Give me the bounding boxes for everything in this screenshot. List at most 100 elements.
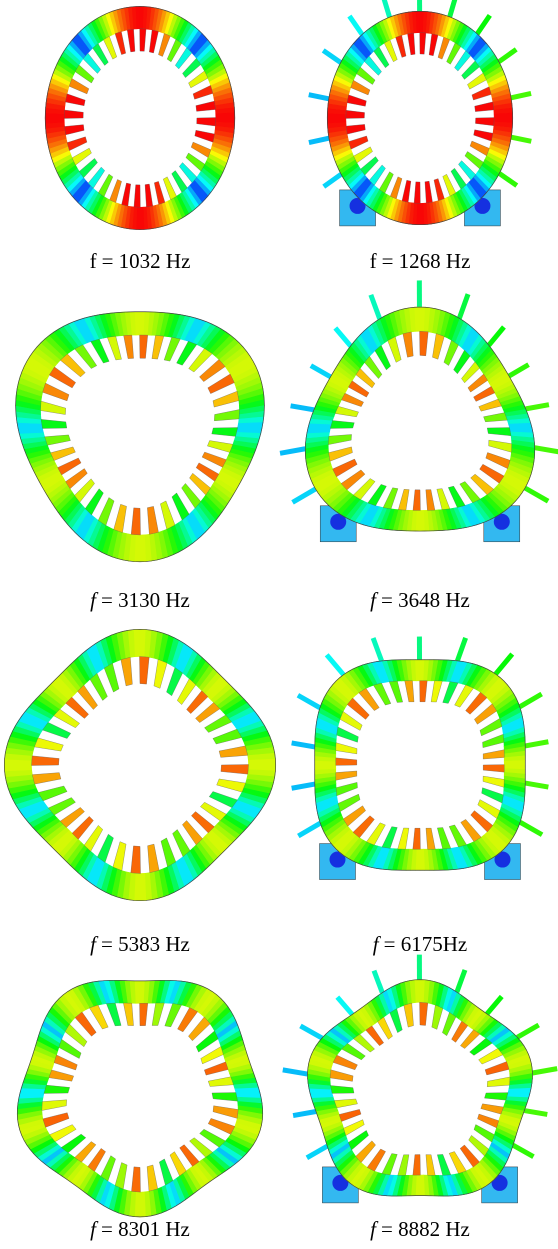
tooth [336, 743, 357, 754]
tooth [480, 718, 502, 735]
tooth [177, 679, 196, 705]
tooth [54, 709, 80, 728]
tooth [123, 1003, 133, 1026]
tooth [455, 685, 474, 707]
ring-segment [420, 510, 424, 531]
tooth [425, 181, 433, 203]
tooth [388, 337, 401, 363]
tooth [164, 337, 180, 361]
tooth [106, 1003, 121, 1026]
tooth [41, 419, 67, 428]
tooth [32, 773, 61, 784]
tooth [163, 177, 176, 200]
tooth [329, 447, 353, 461]
tooth [97, 834, 113, 862]
tooth [72, 148, 91, 165]
tooth [429, 34, 438, 56]
tooth [484, 413, 508, 422]
tooth [448, 486, 465, 507]
caption-text: = 1032 Hz [102, 249, 191, 273]
tooth [414, 182, 420, 204]
fin [525, 742, 548, 746]
tooth [344, 1120, 365, 1136]
fin [327, 655, 344, 675]
tooth [432, 1005, 443, 1029]
caption: f= 5383 Hz [90, 932, 190, 956]
fin [520, 822, 542, 835]
tooth [165, 1003, 182, 1026]
tooth [354, 147, 373, 163]
tooth [375, 345, 391, 370]
mode-shape [17, 980, 262, 1216]
tooth [467, 73, 486, 89]
tooth [50, 447, 75, 461]
tooth [88, 1148, 106, 1171]
caption: f= 1032 Hz [90, 249, 191, 273]
tooth [479, 1048, 503, 1064]
tooth [60, 354, 85, 377]
tooth [190, 1138, 213, 1158]
tooth [420, 33, 426, 55]
tooth [339, 1109, 361, 1121]
tooth [42, 1100, 67, 1111]
tooth [478, 800, 500, 819]
tooth [382, 1154, 397, 1175]
tooth [483, 750, 504, 759]
tooth [213, 729, 242, 744]
tooth [334, 1099, 357, 1108]
tooth [442, 1012, 456, 1035]
tooth [449, 1152, 466, 1174]
tooth [208, 1077, 233, 1087]
tooth [348, 381, 369, 397]
tooth [44, 1085, 70, 1093]
ring-segment [135, 981, 140, 1003]
tooth [487, 1077, 510, 1087]
tooth [91, 339, 109, 363]
tooth [167, 39, 181, 62]
tooth [338, 794, 360, 811]
caption: f= 8882 Hz [370, 1217, 470, 1241]
tooth [48, 798, 75, 816]
tooth [121, 657, 132, 686]
tooth [34, 738, 63, 751]
tooth [75, 479, 95, 503]
mode-shape [16, 312, 265, 562]
fin [525, 783, 548, 787]
tooth [328, 434, 351, 444]
tooth [103, 36, 116, 59]
fin [532, 1069, 557, 1073]
tooth [480, 464, 504, 483]
tooth [426, 490, 435, 511]
tooth [368, 484, 387, 505]
tooth [337, 727, 359, 742]
fin [283, 1070, 308, 1074]
caption-symbol: f [90, 1217, 99, 1241]
tooth [186, 153, 205, 171]
tooth [346, 110, 365, 118]
caption-symbol: f [90, 932, 99, 956]
tooth [426, 1155, 435, 1176]
caption-symbol: f [90, 588, 99, 612]
tooth [403, 332, 413, 357]
tooth [335, 406, 358, 417]
tooth [170, 1152, 186, 1176]
tooth [161, 838, 176, 867]
fin [323, 50, 340, 62]
tooth [346, 124, 365, 134]
tooth [200, 1129, 226, 1147]
tooth [212, 427, 238, 436]
tooth [145, 184, 153, 207]
tooth [187, 691, 208, 714]
ring-segment [494, 113, 513, 118]
tooth [367, 1149, 385, 1171]
ring-segment [310, 1093, 333, 1098]
tooth [54, 1055, 77, 1070]
tooth [212, 1093, 238, 1102]
fin [383, 0, 390, 17]
caption: f= 3130 Hz [90, 588, 190, 612]
caption-text: = 6175Hz [384, 932, 468, 956]
tooth [470, 1038, 493, 1055]
tooth [447, 43, 461, 65]
fin [524, 1111, 547, 1115]
tooth [390, 1009, 402, 1033]
